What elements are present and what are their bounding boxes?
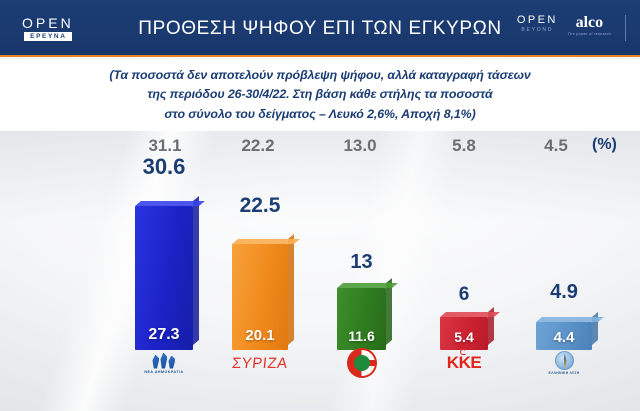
kke-sickle-icon: [459, 349, 466, 355]
elliniki-lysi-globe-icon: [554, 350, 574, 370]
bar-inner-label-syriza: 20.1: [245, 327, 275, 344]
alco-tagline: The power of research: [567, 32, 611, 36]
bar-top-label-kke: 6: [458, 284, 470, 305]
bar-inner-label-kke: 5.4: [454, 329, 474, 345]
bar-top-label-nd: 30.6: [142, 154, 186, 179]
bar-pasok[interactable]: 11.6: [337, 277, 398, 350]
alco-logo: alco The power of research: [568, 15, 611, 37]
bar-top-label-elliniki-lysi: 4.9: [550, 281, 578, 303]
percent-unit-label: (%): [592, 136, 617, 153]
syriza-wordmark: ΣΥΡΙΖΑ: [231, 354, 289, 372]
alco-wordmark: alco: [575, 14, 604, 31]
reference-value-nd: 31.1: [148, 136, 182, 155]
bar-inner-label-nd: 27.3: [148, 326, 180, 343]
bar-group-pasok[interactable]: 13 11.6: [337, 154, 398, 350]
bar-top-label-pasok: 13: [350, 251, 373, 273]
partner-logos: OPEN BEYOND alco The power of research: [517, 15, 626, 41]
bar-cap-syriza: [232, 239, 300, 244]
open-beyond-logo: OPEN BEYOND: [517, 15, 558, 33]
bar-cap-pasok: [337, 283, 398, 288]
party-logo-row: ΝΕΑ ΔΗΜΟΚΡΑΤΙΑ ΣΥΡΙΖΑ ΚΚΕ ΕΛΛΗΝΙΚΗ ΛΥΣΗ: [0, 346, 640, 388]
nd-flames-icon: [152, 352, 176, 369]
open-beyond-wordmark: OPEN: [516, 14, 558, 26]
nd-caption: ΝΕΑ ΔΗΜΟΚΡΑΤΙΑ: [144, 369, 184, 374]
header-divider: [625, 15, 626, 41]
reference-value-pasok: 13.0: [343, 136, 377, 155]
party-logo-nd[interactable]: ΝΕΑ ΔΗΜΟΚΡΑΤΙΑ: [135, 346, 193, 380]
bar-cap-kke: [440, 312, 500, 317]
party-logo-kke[interactable]: ΚΚΕ: [440, 346, 488, 380]
open-erevna-logo: OPEN ΕΡΕΥΝΑ: [22, 16, 74, 41]
bar-side-nd: [193, 195, 199, 345]
bar-nd[interactable]: 27.3: [135, 195, 205, 350]
elliniki-lysi-caption: ΕΛΛΗΝΙΚΗ ΛΥΣΗ: [548, 370, 580, 375]
beyond-wordmark: BEYOND: [521, 27, 554, 33]
methodology-line-2: της περιόδου 26-30/4/22. Στη βάση κάθε σ…: [147, 87, 493, 102]
bar-elliniki-lysi[interactable]: 4.4: [536, 311, 604, 350]
page-title: ΠΡΟΘΕΣΗ ΨΗΦΟΥ ΕΠΙ ΤΩΝ ΕΓΚΥΡΩΝ: [138, 18, 502, 39]
kke-wordmark: ΚΚΕ: [447, 349, 482, 373]
bar-side-syriza: [288, 233, 294, 345]
party-logo-elliniki-lysi[interactable]: ΕΛΛΗΝΙΚΗ ΛΥΣΗ: [536, 346, 592, 380]
bar-group-nd[interactable]: 30.6 27.3: [135, 154, 205, 350]
bar-group-elliniki-lysi[interactable]: 4.9 4.4: [536, 154, 604, 350]
reference-percent-row: 31.1 22.2 13.0 5.8 4.5 (%): [0, 136, 640, 162]
bar-group-syriza[interactable]: 22.5 20.1: [232, 154, 300, 350]
bar-side-pasok: [386, 277, 392, 345]
methodology-line-1: (Τα ποσοστά δεν αποτελούν πρόβλεψη ψήφου…: [109, 67, 531, 82]
pasok-sun-icon: [346, 348, 377, 378]
bar-syriza[interactable]: 20.1: [232, 233, 300, 350]
reference-value-kke: 5.8: [452, 136, 476, 155]
bar-kke[interactable]: 5.4: [440, 306, 500, 350]
bar-group-kke[interactable]: 6 5.4: [440, 154, 500, 350]
erevna-wordmark: ΕΡΕΥΝΑ: [24, 32, 72, 41]
bar-cap-nd: [135, 201, 205, 206]
bar-inner-label-pasok: 11.6: [348, 328, 375, 344]
reference-value-syriza: 22.2: [241, 136, 275, 155]
bar-top-label-syriza: 22.5: [239, 194, 281, 217]
party-logo-syriza[interactable]: ΣΥΡΙΖΑ: [228, 346, 292, 380]
methodology-line-3: στο σύνολο του δείγματος – Λευκό 2,6%, Α…: [164, 106, 476, 121]
header-bar: OPEN ΕΡΕΥΝΑ ΠΡΟΘΕΣΗ ΨΗΦΟΥ ΕΠΙ ΤΩΝ ΕΓΚΥΡΩ…: [0, 0, 640, 57]
bar-cap-elliniki-lysi: [536, 317, 604, 322]
open-wordmark: OPEN: [22, 15, 74, 31]
party-logo-pasok-kinal[interactable]: [337, 346, 386, 380]
methodology-note: (Τα ποσοστά δεν αποτελούν πρόβλεψη ψήφου…: [0, 59, 640, 131]
bar-chart: 30.6 27.3 22.5 20.1 13 11.6: [0, 150, 640, 350]
reference-value-elliniki-lysi: 4.5: [544, 136, 568, 155]
bar-inner-label-elliniki-lysi: 4.4: [553, 329, 575, 346]
